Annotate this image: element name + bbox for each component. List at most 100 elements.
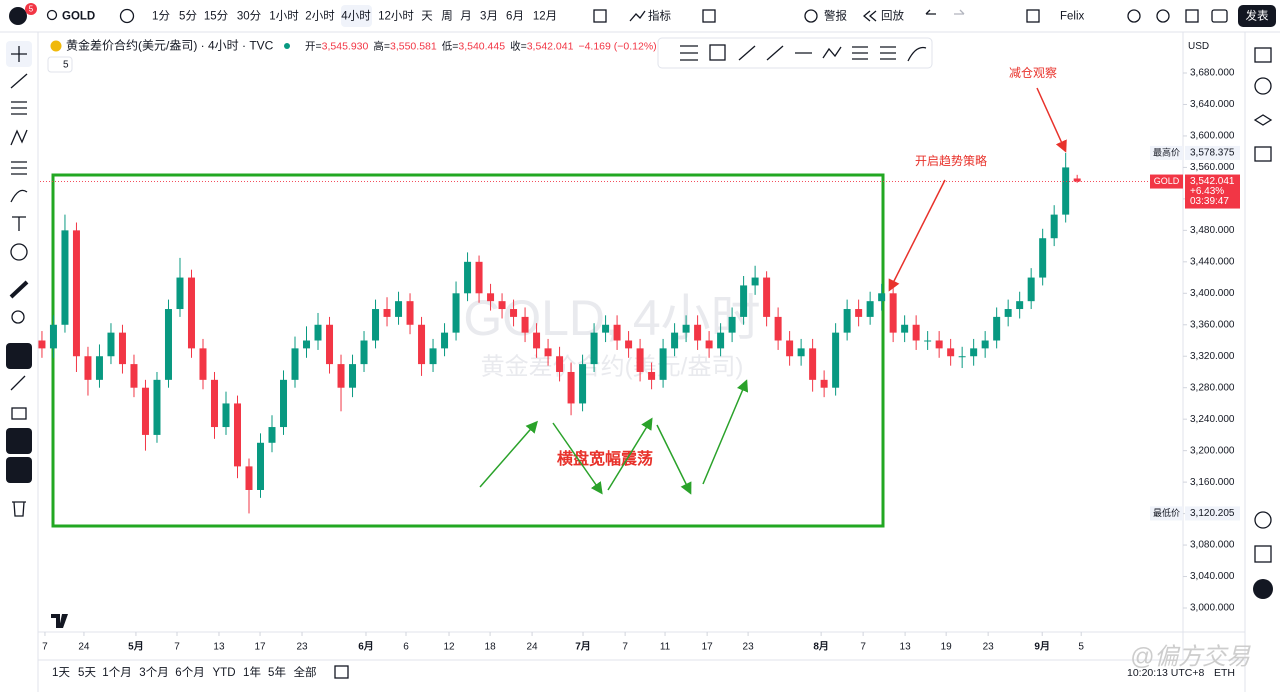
candle [636,338,644,382]
snapshot[interactable] [1211,9,1228,23]
timeframe-button[interactable]: 1小时 [269,10,299,23]
timeframe-button[interactable]: 6月 [506,11,524,23]
zoom-tool[interactable] [11,310,25,324]
watchlist[interactable] [1254,47,1272,63]
link-tool[interactable] [6,457,32,483]
calendar[interactable] [1254,545,1272,563]
settings[interactable] [1156,9,1170,23]
draw-path[interactable] [822,46,842,59]
currency[interactable]: USD [1188,41,1209,52]
line-tool[interactable] [10,73,28,89]
publish-bg[interactable] [1238,5,1276,27]
candle [993,307,1001,349]
draw-fib[interactable] [680,45,698,61]
timeframe-button[interactable]: 30分 [237,10,262,23]
brush-tool[interactable] [10,189,28,203]
candle [625,331,633,358]
timeframe-button[interactable]: 天 [421,11,433,23]
layers[interactable] [1253,114,1273,126]
timeframe-button[interactable]: 周 [441,10,453,23]
layout-toggle[interactable] [1026,9,1040,23]
search-icon[interactable] [46,9,58,21]
chat[interactable] [1254,146,1272,162]
draw-trend[interactable] [738,45,756,61]
redo[interactable] [954,9,965,15]
timeframe-button[interactable]: 2小时 [305,10,335,23]
range-button[interactable]: 3个月 [139,666,168,679]
last-price: 3,542.041 [1190,176,1235,187]
candle [751,265,759,295]
candle [694,315,702,350]
candle [280,370,288,435]
candle [556,346,564,382]
candle [349,354,357,398]
symbol[interactable]: GOLD [62,11,95,23]
session[interactable]: ETH [1214,667,1235,679]
candle-body [521,316,529,333]
clock: 10:20:13 UTC+8 [1127,667,1205,679]
draw-ray[interactable] [766,45,784,61]
candle-body [901,324,909,333]
indicator-count[interactable]: 5 [63,60,69,71]
add-symbol[interactable] [119,8,135,24]
timeframe-button[interactable]: 5分 [179,10,197,23]
timeframe-button[interactable]: 3月 [480,11,498,23]
draw-rect[interactable] [709,44,726,61]
candle [383,297,391,327]
replay-button[interactable]: 回放 [881,9,904,23]
range-button[interactable]: YTD [213,667,236,679]
goto-date[interactable] [334,665,349,679]
ruler-tool[interactable] [9,280,29,299]
timeframes: 1分 5分 15分 30分 1小时 2小时 4小时 12小时天周月 3月 6月 12月 [152,10,557,23]
timeframe-button[interactable]: 12小时 [378,10,414,23]
candle-body [153,379,161,435]
candle-body [349,364,357,388]
timeframe-button[interactable]: 4小时 [341,10,371,23]
crosshair-tool[interactable] [11,46,27,62]
alerts-panel[interactable] [1254,77,1272,95]
forecast-tool[interactable] [11,161,27,175]
range-button[interactable]: 全部 [294,665,317,679]
text-tool[interactable] [12,216,26,231]
logo[interactable] [9,7,27,25]
lock-tool[interactable] [11,407,27,420]
candle-body [291,348,299,380]
delete-tool[interactable] [12,501,26,517]
indicator-toggle[interactable] [47,56,73,73]
price-tag-name: 最高价 [1153,146,1180,157]
fib-tool[interactable] [11,101,27,115]
timeframe-button[interactable]: 12月 [533,11,557,23]
draw-forecast[interactable] [880,46,896,60]
price-tag-name-bg [1150,506,1183,521]
more[interactable] [1253,579,1273,599]
pattern-tool[interactable] [10,129,28,146]
candle [671,323,679,357]
ideas[interactable] [1254,511,1272,529]
timeframe-button[interactable]: 月 [460,11,472,23]
layout-icon[interactable] [702,9,716,23]
hide-tool[interactable] [6,428,32,454]
user-name[interactable]: Felix [1060,11,1085,23]
range-button[interactable]: 5天 [78,667,96,679]
magnet-tool[interactable] [6,343,32,369]
indicators-button[interactable]: 指标 [648,9,671,23]
lock-draw-tool[interactable] [10,375,26,391]
timeframe-button[interactable]: 1分 [152,10,170,23]
range-button[interactable]: 1天 [52,667,70,679]
publish-button[interactable]: 发表 [1246,9,1269,23]
chart-type-icon[interactable] [593,9,607,23]
alert-button[interactable]: 警报 [824,9,847,23]
emoji-tool[interactable] [10,243,28,261]
range-button[interactable]: 6个月 [175,666,204,679]
undo[interactable] [925,9,936,15]
candle [38,331,46,358]
candle-body [1027,277,1035,302]
range-button[interactable]: 1年 [243,665,261,679]
range-button[interactable]: 1个月 [102,666,131,679]
fullscreen[interactable] [1185,9,1199,23]
draw-brush[interactable] [907,46,927,62]
quick-search[interactable] [1127,9,1141,23]
timeframe-button[interactable]: 15分 [204,10,229,23]
range-button[interactable]: 5年 [268,665,286,679]
draw-channel[interactable] [852,46,868,60]
